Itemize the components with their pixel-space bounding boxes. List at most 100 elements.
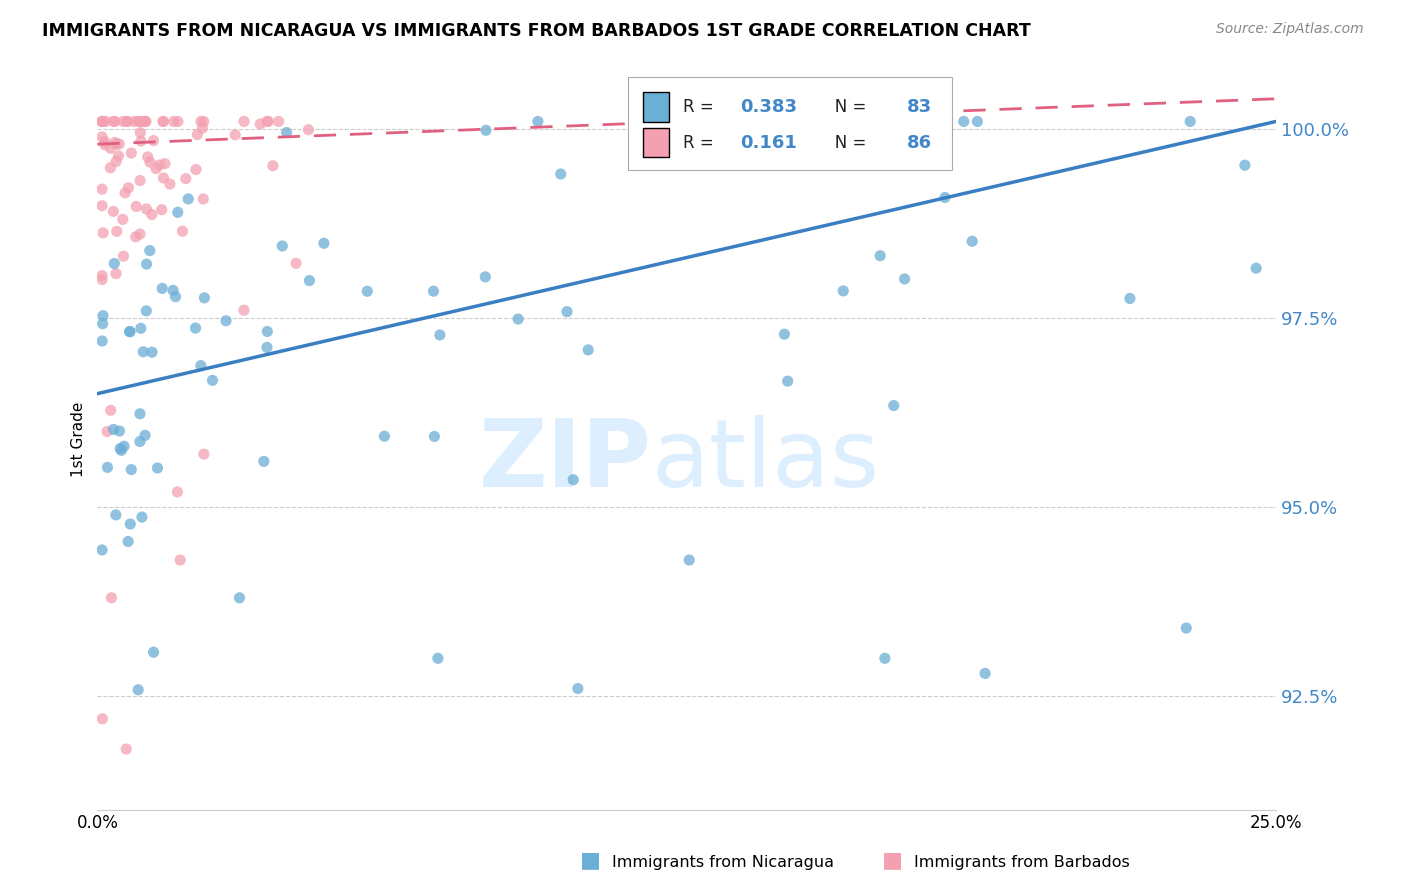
Point bbox=[1233, 158, 1256, 172]
Point bbox=[91, 543, 114, 558]
Point bbox=[134, 114, 156, 128]
Point bbox=[117, 534, 139, 549]
Point bbox=[190, 114, 212, 128]
Point bbox=[166, 485, 188, 500]
Point bbox=[117, 180, 139, 194]
Point bbox=[105, 224, 128, 238]
Point bbox=[146, 461, 169, 475]
Point bbox=[132, 114, 155, 128]
Point bbox=[129, 227, 152, 241]
Point bbox=[128, 114, 150, 128]
Point bbox=[832, 284, 855, 298]
Point bbox=[193, 447, 215, 461]
Point bbox=[118, 325, 141, 339]
Point bbox=[129, 134, 152, 148]
Point bbox=[162, 284, 184, 298]
Point bbox=[122, 114, 145, 128]
Point bbox=[429, 327, 451, 342]
Point bbox=[184, 321, 207, 335]
Point bbox=[550, 167, 572, 181]
Point bbox=[1180, 114, 1202, 128]
Text: ■: ■ bbox=[581, 850, 600, 870]
Point bbox=[141, 207, 163, 221]
Point bbox=[91, 182, 114, 196]
Point bbox=[112, 439, 135, 453]
Point bbox=[105, 267, 128, 281]
Point bbox=[129, 434, 152, 449]
Point bbox=[773, 327, 796, 342]
Point bbox=[100, 403, 122, 417]
Point bbox=[312, 236, 335, 251]
Point bbox=[135, 303, 157, 318]
Point bbox=[100, 161, 122, 175]
Point bbox=[111, 212, 134, 227]
Point bbox=[132, 344, 155, 359]
Point bbox=[174, 171, 197, 186]
Text: N =: N = bbox=[818, 134, 872, 152]
Point bbox=[115, 114, 138, 128]
Point bbox=[215, 314, 238, 328]
Point bbox=[576, 343, 599, 357]
Point bbox=[267, 114, 290, 128]
Point bbox=[186, 128, 208, 142]
Text: Immigrants from Nicaragua: Immigrants from Nicaragua bbox=[612, 855, 834, 870]
Point bbox=[262, 159, 284, 173]
Point bbox=[567, 681, 589, 696]
Point bbox=[117, 114, 139, 128]
Point bbox=[94, 114, 117, 128]
Text: ■: ■ bbox=[883, 850, 903, 870]
Point bbox=[508, 312, 530, 326]
Point bbox=[91, 199, 114, 213]
Point bbox=[105, 154, 128, 169]
Point bbox=[115, 742, 138, 756]
Point bbox=[1175, 621, 1198, 635]
Text: R =: R = bbox=[683, 134, 724, 152]
Point bbox=[193, 114, 215, 128]
Point bbox=[139, 155, 162, 169]
Point bbox=[233, 114, 256, 128]
Text: 83: 83 bbox=[907, 98, 932, 116]
Point bbox=[191, 120, 214, 135]
Point bbox=[96, 425, 118, 439]
Point bbox=[135, 257, 157, 271]
Point bbox=[974, 666, 997, 681]
Point bbox=[152, 114, 174, 128]
Point bbox=[141, 345, 163, 359]
Point bbox=[139, 244, 162, 258]
Point bbox=[120, 462, 142, 476]
Point bbox=[298, 274, 321, 288]
Point bbox=[91, 114, 114, 128]
Point bbox=[422, 284, 444, 298]
Text: 0.161: 0.161 bbox=[740, 134, 797, 152]
Point bbox=[1119, 292, 1142, 306]
Point bbox=[129, 321, 152, 335]
Point bbox=[793, 130, 815, 145]
Point bbox=[655, 114, 678, 128]
Point bbox=[257, 114, 280, 128]
Point bbox=[869, 249, 891, 263]
Point bbox=[960, 234, 983, 248]
Point bbox=[107, 149, 129, 163]
Point bbox=[103, 204, 125, 219]
Point bbox=[678, 553, 700, 567]
Point bbox=[193, 291, 215, 305]
Point bbox=[127, 114, 149, 128]
Point bbox=[190, 359, 212, 373]
Point bbox=[228, 591, 250, 605]
Point bbox=[135, 202, 157, 216]
Point bbox=[562, 473, 585, 487]
Point bbox=[966, 114, 988, 128]
Text: Immigrants from Barbados: Immigrants from Barbados bbox=[914, 855, 1129, 870]
Point bbox=[285, 256, 308, 270]
Point bbox=[103, 256, 125, 270]
Point bbox=[112, 114, 135, 128]
Point bbox=[103, 422, 125, 436]
Point bbox=[297, 122, 319, 136]
Point bbox=[271, 239, 294, 253]
Point bbox=[423, 429, 446, 443]
Point bbox=[952, 114, 974, 128]
Point bbox=[103, 114, 125, 128]
Point bbox=[91, 114, 114, 128]
Point bbox=[474, 269, 496, 284]
Point bbox=[150, 202, 173, 217]
